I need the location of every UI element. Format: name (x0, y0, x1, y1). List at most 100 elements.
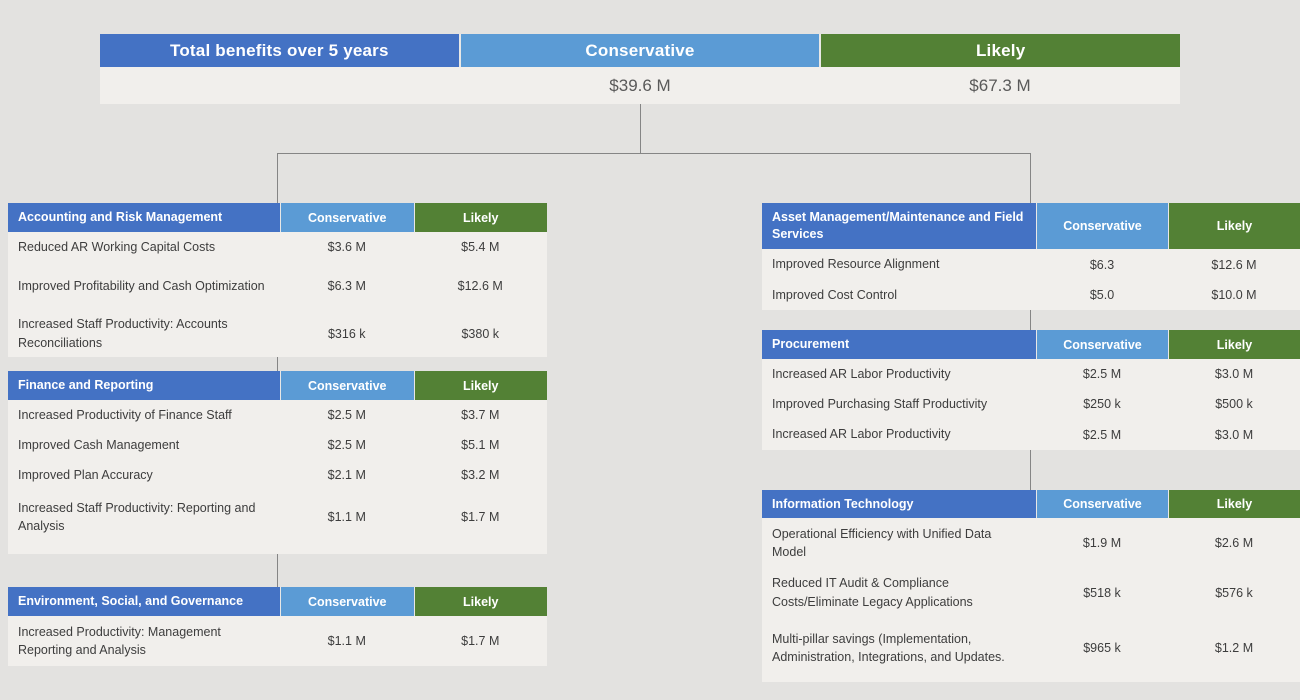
row-label: Operational Efficiency with Unified Data… (772, 526, 992, 559)
row-label: Reduced AR Working Capital Costs (18, 239, 216, 254)
table-environment-social-governance: Environment, Social, and Governance Cons… (8, 587, 547, 666)
summary-col-conservative: Conservative (458, 34, 820, 67)
table-body: Operational Efficiency with Unified Data… (762, 518, 1300, 682)
row-conservative-value: $2.5 M (1082, 427, 1122, 442)
connector-right-branch-line (1030, 153, 1031, 203)
row-likely-value: $3.0 M (1214, 427, 1254, 442)
row-likely-value: $12.6 M (1211, 257, 1257, 272)
table-row: Increased Productivity: Management Repor… (8, 616, 547, 666)
col-header-likely: Likely (413, 203, 547, 232)
row-conservative-value: $3.6 M (327, 240, 366, 254)
table-body: Increased AR Labor Productivity $2.5 M $… (762, 359, 1300, 450)
col-header-likely: Likely (413, 587, 547, 616)
row-likely-value: $500 k (1215, 397, 1253, 411)
row-conservative-value: $2.5 M (1082, 367, 1122, 381)
col-header-conservative: Conservative (280, 371, 414, 400)
summary-conservative-total: $39.6 M (609, 75, 671, 95)
table-asset-management-field-services: Asset Management/Maintenance and Field S… (762, 203, 1300, 310)
row-conservative-value: $5.0 (1089, 288, 1115, 302)
row-likely-value: $576 k (1215, 585, 1253, 600)
row-likely-value: $1.7 M (461, 510, 500, 524)
row-likely-value: $380 k (461, 326, 500, 341)
summary-title: Total benefits over 5 years (100, 34, 459, 67)
row-conservative-value: $2.5 M (327, 408, 366, 422)
col-header-conservative: Conservative (280, 203, 414, 232)
connector-asset-procurement-line (1030, 310, 1031, 330)
col-header-conservative: Conservative (1036, 490, 1168, 518)
row-conservative-value: $1.9 M (1082, 536, 1122, 550)
row-label: Improved Cost Control (772, 287, 898, 302)
row-likely-value: $2.6 M (1214, 536, 1254, 550)
col-header-conservative: Conservative (280, 587, 414, 616)
row-label: Reduced IT Audit & Compliance Costs/Elim… (772, 576, 973, 609)
table-title: Accounting and Risk Management (8, 203, 280, 232)
row-likely-value: $3.0 M (1214, 367, 1254, 381)
row-label: Improved Plan Accuracy (18, 467, 153, 482)
table-row: Improved Resource Alignment $6.3 $12.6 M (762, 249, 1300, 280)
table-row: Reduced IT Audit & Compliance Costs/Elim… (762, 568, 1300, 617)
table-row: Increased Productivity of Finance Staff … (8, 400, 547, 430)
col-header-likely: Likely (1168, 330, 1300, 359)
table-body: Increased Productivity of Finance Staff … (8, 400, 547, 554)
row-label: Improved Resource Alignment (772, 257, 940, 272)
row-conservative-value: $6.3 M (327, 279, 366, 293)
table-row: Improved Cash Management $2.5 M $5.1 M (8, 430, 547, 460)
col-header-likely: Likely (1168, 203, 1300, 249)
table-row: Operational Efficiency with Unified Data… (762, 518, 1300, 568)
row-likely-value: $1.2 M (1214, 641, 1254, 655)
row-label: Increased Staff Productivity: Reporting … (18, 500, 256, 533)
table-information-technology: Information Technology Conservative Like… (762, 490, 1300, 682)
row-label: Improved Profitability and Cash Optimiza… (18, 278, 265, 293)
row-likely-value: $5.4 M (461, 240, 500, 254)
col-header-conservative: Conservative (1036, 330, 1168, 359)
summary-totals-row: $39.6 M $67.3 M (100, 67, 1180, 104)
col-header-likely: Likely (413, 371, 547, 400)
connector-left-branch-line (277, 153, 278, 203)
table-row: Improved Profitability and Cash Optimiza… (8, 262, 547, 310)
row-likely-value: $3.7 M (461, 408, 500, 422)
summary-header-bar: Total benefits over 5 years Conservative… (100, 34, 1181, 67)
row-label: Improved Purchasing Staff Productivity (772, 396, 988, 411)
table-row: Improved Plan Accuracy $2.1 M $3.2 M (8, 460, 547, 490)
col-header-likely: Likely (1168, 490, 1300, 518)
table-row: Increased AR Labor Productivity $2.5 M $… (762, 419, 1300, 450)
row-likely-value: $3.2 M (461, 468, 500, 482)
table-row: Reduced AR Working Capital Costs $3.6 M … (8, 232, 547, 262)
row-label: Increased Productivity of Finance Staff (18, 407, 232, 422)
table-body: Improved Resource Alignment $6.3 $12.6 M… (762, 249, 1300, 310)
row-conservative-value: $965 k (1083, 641, 1121, 655)
row-conservative-value: $2.5 M (327, 438, 366, 452)
row-label: Multi-pillar savings (Implementation, Ad… (772, 631, 1005, 664)
table-body: Reduced AR Working Capital Costs $3.6 M … (8, 232, 547, 357)
row-conservative-value: $518 k (1083, 585, 1121, 600)
table-title: Information Technology (762, 490, 1036, 518)
row-likely-value: $12.6 M (457, 279, 503, 293)
row-likely-value: $10.0 M (1211, 288, 1257, 302)
table-row: Multi-pillar savings (Implementation, Ad… (762, 617, 1300, 679)
row-label: Improved Cash Management (18, 437, 180, 452)
table-title: Procurement (762, 330, 1036, 359)
table-accounting-risk-management: Accounting and Risk Management Conservat… (8, 203, 547, 357)
row-label: Increased Staff Productivity: Accounts R… (18, 317, 228, 350)
table-title: Finance and Reporting (8, 371, 280, 400)
summary-col-likely: Likely (819, 34, 1181, 67)
row-conservative-value: $250 k (1083, 397, 1121, 411)
connector-procurement-it-line (1030, 450, 1031, 490)
table-row: Increased AR Labor Productivity $2.5 M $… (762, 359, 1300, 389)
row-likely-value: $5.1 M (461, 438, 500, 452)
row-conservative-value: $316 k (327, 326, 366, 341)
row-label: Increased Productivity: Management Repor… (18, 624, 221, 657)
row-likely-value: $1.7 M (461, 634, 500, 648)
row-conservative-value: $1.1 M (327, 510, 366, 524)
row-label: Increased AR Labor Productivity (772, 427, 951, 442)
summary-totals-spacer (100, 67, 460, 104)
connector-accounting-finance-line (277, 357, 278, 371)
row-label: Increased AR Labor Productivity (772, 366, 951, 381)
row-conservative-value: $1.1 M (327, 634, 366, 648)
table-row: Increased Staff Productivity: Accounts R… (8, 310, 547, 357)
table-title: Asset Management/Maintenance and Field S… (762, 203, 1036, 249)
table-row: Improved Cost Control $5.0 $10.0 M (762, 280, 1300, 310)
table-title: Environment, Social, and Governance (8, 587, 280, 616)
row-conservative-value: $2.1 M (327, 468, 366, 482)
